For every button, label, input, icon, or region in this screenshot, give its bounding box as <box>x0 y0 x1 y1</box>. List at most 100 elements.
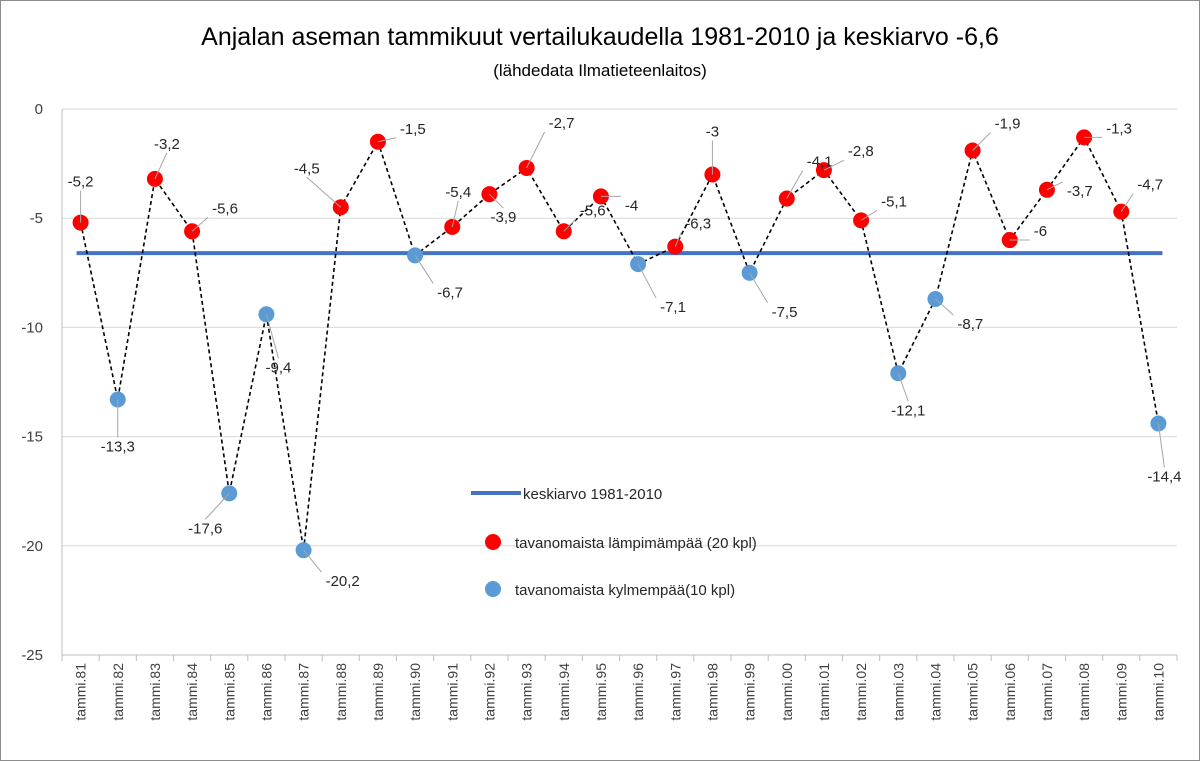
data-label: -5,1 <box>881 193 907 210</box>
x-tick-label: tammi.82 <box>110 663 126 721</box>
data-label: -13,3 <box>101 438 135 455</box>
legend-label: keskiarvo 1981-2010 <box>523 486 662 503</box>
data-label-leader <box>674 232 682 247</box>
data-label-leader <box>972 132 991 151</box>
data-label: -4,1 <box>807 154 833 171</box>
data-label-leader <box>377 137 397 143</box>
data-label-leader <box>489 193 504 209</box>
x-tick-label: tammi.93 <box>519 663 535 721</box>
data-label-leader <box>935 298 954 316</box>
x-tick-label: tammi.83 <box>147 663 163 721</box>
data-label-leader <box>897 373 909 402</box>
x-tick-label: tammi.00 <box>779 663 795 721</box>
data-label: -4,7 <box>1137 177 1163 194</box>
data-label: -6 <box>1034 223 1047 240</box>
x-tick-label: tammi.97 <box>667 663 683 721</box>
data-label-layer: -5,2 -13,3 -3,2 -5,6 -17,6 -9,4 -20,2 -4,5 -1,5 -… <box>68 115 1182 590</box>
x-tick-label: tammi.07 <box>1039 663 1055 721</box>
x-tick-label: tammi.91 <box>444 663 460 721</box>
x-tick-label: tammi.01 <box>816 663 832 721</box>
data-label: -17,6 <box>188 520 222 537</box>
data-label-leader <box>823 159 845 171</box>
grid-layer <box>62 108 1177 656</box>
chart-subtitle: (lähdedata Ilmatieteenlaitos) <box>493 61 707 80</box>
x-tick-label: tammi.06 <box>1002 663 1018 721</box>
data-label: -1,9 <box>995 115 1021 132</box>
data-label: -20,2 <box>326 573 360 590</box>
data-label: -2,7 <box>549 115 575 132</box>
x-tick-label: tammi.84 <box>184 663 200 721</box>
x-tick-label: tammi.99 <box>742 663 758 721</box>
data-label: -3,2 <box>154 136 180 153</box>
data-label-leader <box>191 216 209 232</box>
x-tick-label: tammi.03 <box>890 663 906 721</box>
data-label: -12,1 <box>891 402 925 419</box>
x-tick-label: tammi.81 <box>73 663 89 721</box>
y-tick-label: -15 <box>21 429 43 446</box>
y-tick-label: -20 <box>21 538 43 555</box>
data-label-leader <box>637 263 657 299</box>
y-tick-label: 0 <box>35 101 43 118</box>
data-label-leader <box>451 200 459 228</box>
x-tick-label: tammi.92 <box>481 663 497 721</box>
legend-marker-warm <box>485 534 501 550</box>
data-label-leader <box>1157 423 1165 468</box>
x-tick-label: tammi.10 <box>1150 663 1166 721</box>
data-label: -6,3 <box>685 216 711 233</box>
y-tick-label: -5 <box>30 210 43 227</box>
data-label: -5,6 <box>212 200 238 217</box>
data-label-leader <box>563 218 577 232</box>
x-tick-label: tammi.95 <box>593 663 609 721</box>
data-label-leader <box>1120 193 1134 212</box>
data-label: -3,7 <box>1067 183 1093 200</box>
data-label: -1,5 <box>400 121 426 138</box>
x-tick-label: tammi.85 <box>221 663 237 721</box>
legend-label: tavanomaista lämpimämpää (20 kpl) <box>515 535 757 552</box>
data-label: -9,4 <box>265 359 291 376</box>
x-tick-label: tammi.05 <box>965 663 981 721</box>
data-label: -2,8 <box>848 143 874 160</box>
data-label-leader <box>265 314 279 359</box>
data-label-leader <box>204 493 230 520</box>
data-label-leader <box>786 170 804 199</box>
data-label: -14,4 <box>1147 468 1181 485</box>
data-label: -7,1 <box>660 299 686 316</box>
x-axis: tammi.81 tammi.82 tammi.83 tammi.84 tammi.85… <box>61 654 1178 721</box>
data-label: -3,9 <box>490 209 516 226</box>
x-tick-label: tammi.89 <box>370 663 386 721</box>
data-label: -4 <box>625 197 638 214</box>
data-label: -5,6 <box>580 202 606 219</box>
x-tick-label: tammi.08 <box>1076 663 1092 721</box>
x-tick-label: tammi.94 <box>556 663 572 721</box>
chart-title: Anjalan aseman tammikuut vertailukaudell… <box>201 23 999 51</box>
y-axis: 0 -5 -10 -15 -20 -25 <box>21 101 63 664</box>
data-label-leader <box>526 131 546 169</box>
y-tick-label: -25 <box>21 647 43 664</box>
data-label-leader <box>860 209 878 221</box>
data-label: -3 <box>706 124 719 141</box>
x-tick-label: tammi.87 <box>296 663 312 721</box>
data-label: -4,5 <box>294 160 320 177</box>
y-tick-label: -10 <box>21 319 43 336</box>
x-tick-label: tammi.04 <box>927 663 943 721</box>
legend-label: tavanomaista kylmempää(10 kpl) <box>515 582 735 599</box>
data-label-leader <box>414 255 434 284</box>
x-tick-label: tammi.88 <box>333 663 349 721</box>
data-label: -1,3 <box>1106 120 1132 137</box>
data-label-leader <box>154 152 168 180</box>
legend-marker-cold <box>485 581 501 597</box>
x-tick-label: tammi.90 <box>407 663 423 721</box>
data-label-leader <box>306 176 342 208</box>
data-label: -5,2 <box>68 174 94 191</box>
data-label: -8,7 <box>957 316 983 333</box>
legend: keskiarvo 1981-2010 tavanomaista lämpimäm… <box>471 486 757 599</box>
series-connector-line <box>79 135 1160 551</box>
x-tick-label: tammi.09 <box>1113 663 1129 721</box>
data-label-leader <box>1046 181 1064 191</box>
x-tick-label: tammi.96 <box>630 663 646 721</box>
data-label: -7,5 <box>772 304 798 321</box>
x-tick-label: tammi.86 <box>258 663 274 721</box>
x-tick-label: tammi.02 <box>853 663 869 721</box>
